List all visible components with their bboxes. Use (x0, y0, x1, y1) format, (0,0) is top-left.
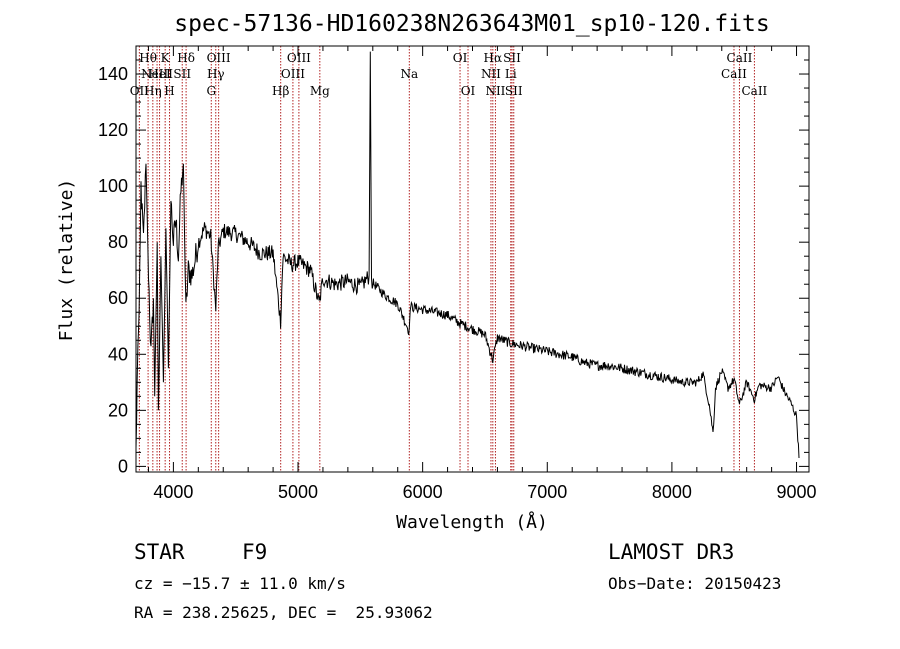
spectral-line-label: Hγ (207, 67, 225, 81)
y-tick-label: 120 (98, 120, 128, 140)
y-axis-label: Flux (relative) (56, 179, 77, 342)
x-tick-label: 6000 (403, 482, 443, 502)
y-tick-label: 60 (108, 288, 128, 308)
spectral-line-label: NeIII (141, 67, 173, 81)
spectral-line-label: K (161, 51, 171, 65)
x-axis-ticks: 4000 5000 6000 7000 8000 9000 (147, 46, 817, 502)
spectral-line-label: Hα (484, 51, 503, 65)
plot-frame (135, 45, 810, 473)
x-tick-label: 9000 (777, 482, 817, 502)
x-tick-label: 7000 (527, 482, 567, 502)
spectrum-line (135, 51, 800, 459)
spectral-line-label: NII (485, 84, 505, 98)
spectral-line-label: Li (505, 67, 517, 81)
survey-name: LAMOST DR3 (608, 540, 735, 564)
y-tick-label: 100 (98, 176, 128, 196)
spectral-line-label: SII (173, 67, 191, 81)
redshift-value: cz = −15.7 ± 11.0 km/s (134, 574, 346, 593)
y-tick-label: 0 (118, 456, 128, 476)
y-axis-ticks: 0 20 40 60 80 100 120 140 (98, 59, 809, 476)
spectral-line-label: HeI (148, 67, 171, 81)
spectral-line-markers (138, 46, 755, 472)
spectral-line-label: Na (400, 67, 418, 81)
x-tick-label: 5000 (278, 482, 318, 502)
spectral-line-label: OI (453, 51, 468, 65)
spectral-line-label: G (206, 84, 216, 98)
spectral-line-label: Hβ (272, 84, 289, 98)
chart-title: spec-57136-HD160238N263643M01_sp10-120.f… (174, 11, 769, 37)
observation-date: Obs−Date: 20150423 (608, 574, 782, 593)
spectral-line-label: OII (130, 84, 150, 98)
object-class: STAR (134, 540, 185, 564)
spectral-line-label: CaII (721, 67, 747, 81)
y-tick-label: 20 (108, 400, 128, 420)
x-tick-label: 8000 (652, 482, 692, 502)
spectral-line-label: Hη (144, 84, 162, 98)
spectral-line-label: NII (481, 67, 501, 81)
spectrum-chart: spec-57136-HD160238N263643M01_sp10-120.f… (56, 11, 817, 533)
spectral-line-label: OIII (287, 51, 311, 65)
spectral-line-label: OIII (281, 67, 305, 81)
spectral-line-label: SII (505, 84, 523, 98)
y-tick-label: 40 (108, 344, 128, 364)
spectral-line-label: CaII (741, 84, 767, 98)
y-tick-label: 80 (108, 232, 128, 252)
spectral-line-label: H (164, 84, 174, 98)
x-tick-label: 4000 (153, 482, 193, 502)
spectral-line-label: CaII (727, 51, 753, 65)
spectral-line-label: Hθ (139, 51, 157, 65)
spectral-line-label: Mg (310, 84, 330, 98)
spectral-subclass: F9 (242, 540, 268, 564)
spectral-line-label: OIII (207, 51, 231, 65)
spectral-line-label: OI (461, 84, 476, 98)
sky-coordinates: RA = 238.25625, DEC = 25.93062 (134, 603, 433, 622)
x-axis-label: Wavelength (Å) (396, 511, 548, 533)
y-tick-label: 140 (98, 64, 128, 84)
spectral-line-label: SII (503, 51, 521, 65)
spectral-line-label: Hδ (177, 51, 195, 65)
